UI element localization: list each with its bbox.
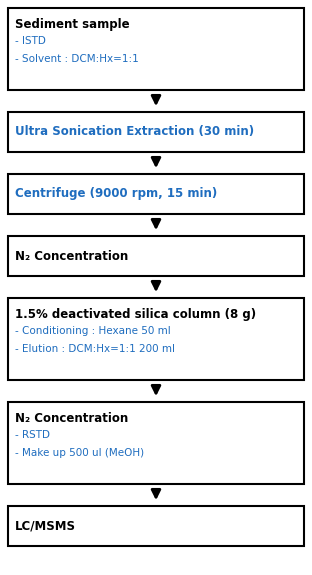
Bar <box>8 236 304 276</box>
Text: 1.5% deactivated silica column (8 g): 1.5% deactivated silica column (8 g) <box>15 308 256 321</box>
Text: Sediment sample: Sediment sample <box>15 18 129 31</box>
Bar <box>8 112 304 152</box>
Text: - RSTD: - RSTD <box>15 431 50 440</box>
Text: LC/MSMS: LC/MSMS <box>15 519 76 532</box>
Text: - Make up 500 ul (MeOH): - Make up 500 ul (MeOH) <box>15 447 144 458</box>
Text: - Conditioning : Hexane 50 ml: - Conditioning : Hexane 50 ml <box>15 327 171 336</box>
Text: Centrifuge (9000 rpm, 15 min): Centrifuge (9000 rpm, 15 min) <box>15 187 217 201</box>
Bar <box>8 402 304 484</box>
Bar <box>8 298 304 380</box>
Text: N₂ Concentration: N₂ Concentration <box>15 412 128 425</box>
Bar <box>8 8 304 90</box>
Text: - ISTD: - ISTD <box>15 36 46 47</box>
Bar <box>8 174 304 214</box>
Text: N₂ Concentration: N₂ Concentration <box>15 250 128 263</box>
Text: - Solvent : DCM:Hx=1:1: - Solvent : DCM:Hx=1:1 <box>15 53 139 63</box>
Text: Ultra Sonication Extraction (30 min): Ultra Sonication Extraction (30 min) <box>15 125 254 139</box>
Text: - Elution : DCM:Hx=1:1 200 ml: - Elution : DCM:Hx=1:1 200 ml <box>15 343 175 354</box>
Bar <box>8 506 304 546</box>
